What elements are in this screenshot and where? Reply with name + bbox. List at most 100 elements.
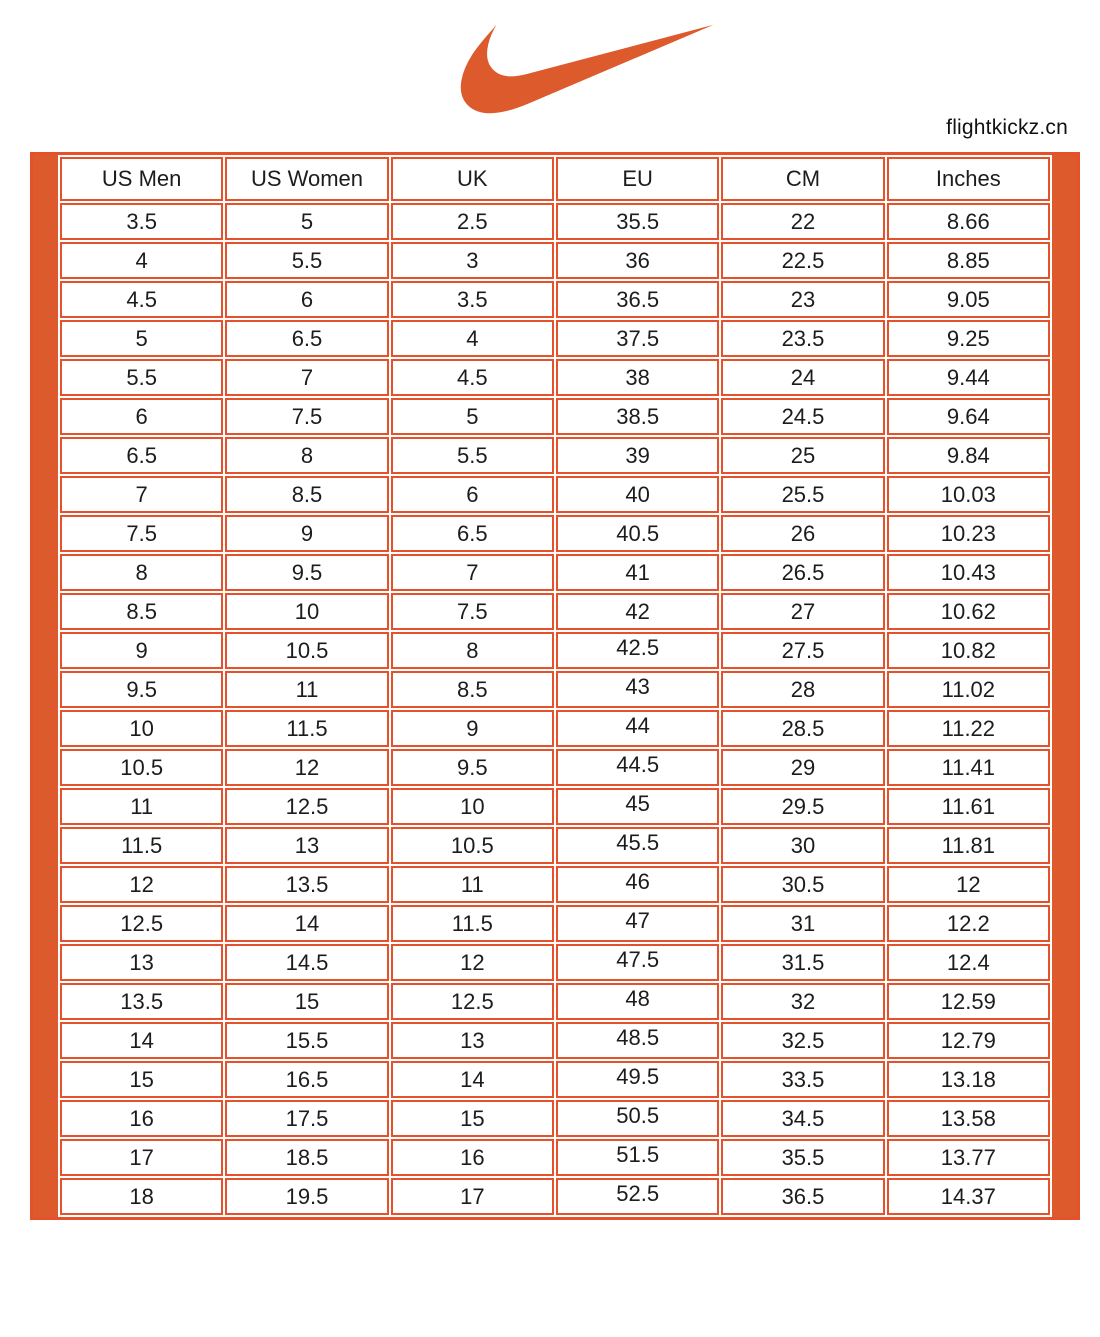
table-cell: 52.5 bbox=[555, 1178, 720, 1215]
table-cell: 10.5 bbox=[390, 827, 554, 864]
table-cell: 11.61 bbox=[886, 788, 1050, 825]
table-cell: 9.25 bbox=[886, 320, 1050, 357]
table-cell: 28 bbox=[721, 671, 885, 708]
table-cell: 9 bbox=[60, 632, 224, 669]
table-header-row: US Men US Women UK EU CM Inches bbox=[60, 157, 1050, 201]
table-cell: 11.41 bbox=[886, 749, 1050, 786]
table-cell: 31.5 bbox=[721, 944, 885, 981]
table-cell: 50.5 bbox=[555, 1100, 720, 1137]
table-cell: 14.5 bbox=[225, 944, 389, 981]
right-accent-bar bbox=[1052, 155, 1077, 1217]
table-cell: 9.05 bbox=[886, 281, 1050, 318]
table-cell: 7 bbox=[225, 359, 389, 396]
table-row: 10.5 12 9.5 44.5 29 11.41 bbox=[60, 749, 1050, 786]
table-cell: 9 bbox=[390, 710, 554, 747]
table-cell: 5 bbox=[60, 320, 224, 357]
table-cell: 4.5 bbox=[60, 281, 224, 318]
table-cell: 27.5 bbox=[721, 632, 885, 669]
table-cell: 10 bbox=[225, 593, 389, 630]
table-cell: 16 bbox=[60, 1100, 224, 1137]
table-cell: 45.5 bbox=[555, 827, 720, 864]
table-cell: 26.5 bbox=[721, 554, 885, 591]
table-row: 15 16.5 14 49.5 33.5 13.18 bbox=[60, 1061, 1050, 1098]
column-header-us-women: US Women bbox=[225, 157, 389, 201]
table-cell: 10.5 bbox=[225, 632, 389, 669]
table-cell: 13 bbox=[225, 827, 389, 864]
table-cell: 7.5 bbox=[60, 515, 224, 552]
table-cell: 11 bbox=[60, 788, 224, 825]
table-cell: 36.5 bbox=[555, 281, 720, 318]
table-row: 10 11.5 9 44 28.5 11.22 bbox=[60, 710, 1050, 747]
table-cell: 19.5 bbox=[225, 1178, 389, 1215]
table-cell: 12.59 bbox=[886, 983, 1050, 1020]
table-cell: 8.5 bbox=[390, 671, 554, 708]
table-cell: 17 bbox=[390, 1178, 554, 1215]
table-row: 4 5.5 3 36 22.5 8.85 bbox=[60, 242, 1050, 279]
table-cell: 8 bbox=[60, 554, 224, 591]
table-cell: 12 bbox=[60, 866, 224, 903]
table-row: 13.5 15 12.5 48 32 12.59 bbox=[60, 983, 1050, 1020]
table-row: 16 17.5 15 50.5 34.5 13.58 bbox=[60, 1100, 1050, 1137]
left-accent-bar bbox=[33, 155, 58, 1217]
table-cell: 40 bbox=[555, 476, 720, 513]
table-cell: 32.5 bbox=[721, 1022, 885, 1059]
column-header-eu: EU bbox=[555, 157, 720, 201]
table-cell: 9.44 bbox=[886, 359, 1050, 396]
table-cell: 44.5 bbox=[555, 749, 720, 786]
table-cell: 13.77 bbox=[886, 1139, 1050, 1176]
watermark-text: flightkickz.cn bbox=[946, 116, 1068, 139]
table-cell: 24.5 bbox=[721, 398, 885, 435]
table-cell: 45 bbox=[555, 788, 720, 825]
table-row: 8.5 10 7.5 42 27 10.62 bbox=[60, 593, 1050, 630]
column-header-uk: UK bbox=[390, 157, 554, 201]
table-row: 17 18.5 16 51.5 35.5 13.77 bbox=[60, 1139, 1050, 1176]
table-cell: 5.5 bbox=[390, 437, 554, 474]
table-cell: 40.5 bbox=[555, 515, 720, 552]
table-cell: 9.84 bbox=[886, 437, 1050, 474]
table-cell: 13.18 bbox=[886, 1061, 1050, 1098]
table-cell: 3.5 bbox=[60, 203, 224, 240]
table-cell: 6.5 bbox=[60, 437, 224, 474]
table-cell: 34.5 bbox=[721, 1100, 885, 1137]
table-cell: 14.37 bbox=[886, 1178, 1050, 1215]
table-cell: 36.5 bbox=[721, 1178, 885, 1215]
table-cell: 11.5 bbox=[60, 827, 224, 864]
table-row: 7 8.5 6 40 25.5 10.03 bbox=[60, 476, 1050, 513]
table-cell: 24 bbox=[721, 359, 885, 396]
table-cell: 48.5 bbox=[555, 1022, 720, 1059]
table-cell: 12.5 bbox=[60, 905, 224, 942]
table-cell: 27 bbox=[721, 593, 885, 630]
table-cell: 12 bbox=[886, 866, 1050, 903]
table-cell: 35.5 bbox=[555, 203, 720, 240]
table-cell: 12 bbox=[390, 944, 554, 981]
table-cell: 12.79 bbox=[886, 1022, 1050, 1059]
table-cell: 25.5 bbox=[721, 476, 885, 513]
table-cell: 11.81 bbox=[886, 827, 1050, 864]
table-cell: 43 bbox=[555, 671, 720, 708]
table-cell: 8 bbox=[225, 437, 389, 474]
table-cell: 8.5 bbox=[60, 593, 224, 630]
table-row: 3.5 5 2.5 35.5 22 8.66 bbox=[60, 203, 1050, 240]
table-cell: 10.43 bbox=[886, 554, 1050, 591]
table-cell: 11.02 bbox=[886, 671, 1050, 708]
table-cell: 16.5 bbox=[225, 1061, 389, 1098]
table-cell: 15 bbox=[60, 1061, 224, 1098]
table-cell: 4 bbox=[390, 320, 554, 357]
table-cell: 25 bbox=[721, 437, 885, 474]
table-cell: 5 bbox=[390, 398, 554, 435]
table-cell: 13.5 bbox=[60, 983, 224, 1020]
table-cell: 39 bbox=[555, 437, 720, 474]
table-cell: 9.5 bbox=[390, 749, 554, 786]
table-cell: 7 bbox=[60, 476, 224, 513]
table-cell: 30.5 bbox=[721, 866, 885, 903]
table-row: 18 19.5 17 52.5 36.5 14.37 bbox=[60, 1178, 1050, 1215]
table-cell: 10 bbox=[390, 788, 554, 825]
table-cell: 11 bbox=[225, 671, 389, 708]
table-cell: 42 bbox=[555, 593, 720, 630]
table-cell: 12.5 bbox=[390, 983, 554, 1020]
table-row: 13 14.5 12 47.5 31.5 12.4 bbox=[60, 944, 1050, 981]
table-cell: 28.5 bbox=[721, 710, 885, 747]
table-cell: 12.4 bbox=[886, 944, 1050, 981]
table-cell: 8.66 bbox=[886, 203, 1050, 240]
table-cell: 11 bbox=[390, 866, 554, 903]
